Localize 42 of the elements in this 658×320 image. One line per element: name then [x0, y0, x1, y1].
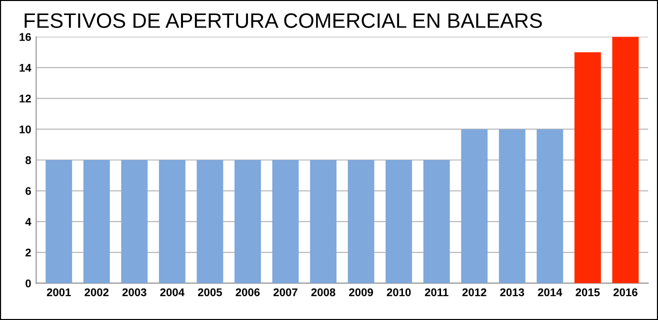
x-tick-label: 2016 — [613, 288, 638, 296]
x-tick-label: 2008 — [311, 288, 336, 296]
bar — [272, 160, 299, 284]
bar — [498, 129, 526, 284]
y-tick-label: 4 — [25, 218, 32, 226]
y-tick-label: 6 — [26, 187, 31, 195]
bar — [536, 129, 564, 284]
bar — [83, 160, 110, 284]
x-tick-label: 2007 — [274, 288, 298, 296]
x-tick-label: 2010 — [386, 288, 411, 296]
y-tick-label: 2 — [26, 248, 31, 256]
y-tick-label: 8 — [26, 156, 31, 164]
x-tick-label: 2003 — [122, 288, 146, 296]
y-tick-label: 10 — [20, 125, 31, 134]
chart-title: FESTIVOS DE APERTURA COMERCIAL EN BALEARS — [24, 13, 542, 28]
bar — [423, 160, 450, 284]
y-tick-label: 14 — [20, 64, 32, 72]
x-tick-label: 2001 — [46, 288, 71, 296]
x-tick-label: 2014 — [538, 288, 562, 296]
x-tick-label: 2002 — [84, 288, 109, 296]
bar — [234, 160, 261, 284]
x-tick-label: 2006 — [236, 288, 260, 296]
x-tick-label: 2009 — [349, 288, 373, 296]
bar — [121, 160, 148, 284]
bar — [310, 160, 336, 284]
y-tick-label: 12 — [20, 94, 31, 102]
bar — [612, 36, 639, 284]
x-tick-label: 2015 — [576, 288, 600, 296]
x-tick-label: 2011 — [424, 288, 448, 296]
x-tick-label: 2004 — [160, 288, 184, 296]
y-tick-label: 0 — [26, 279, 31, 288]
bar — [158, 160, 186, 284]
bar — [348, 160, 374, 284]
bar — [461, 129, 488, 284]
bar — [196, 160, 224, 284]
bar — [386, 160, 412, 284]
x-tick-label: 2005 — [198, 288, 222, 296]
y-tick-label: 16 — [20, 33, 31, 41]
bar — [46, 160, 72, 284]
x-tick-label: 2012 — [462, 288, 486, 296]
bar — [574, 52, 601, 284]
x-tick-label: 2013 — [500, 288, 524, 296]
